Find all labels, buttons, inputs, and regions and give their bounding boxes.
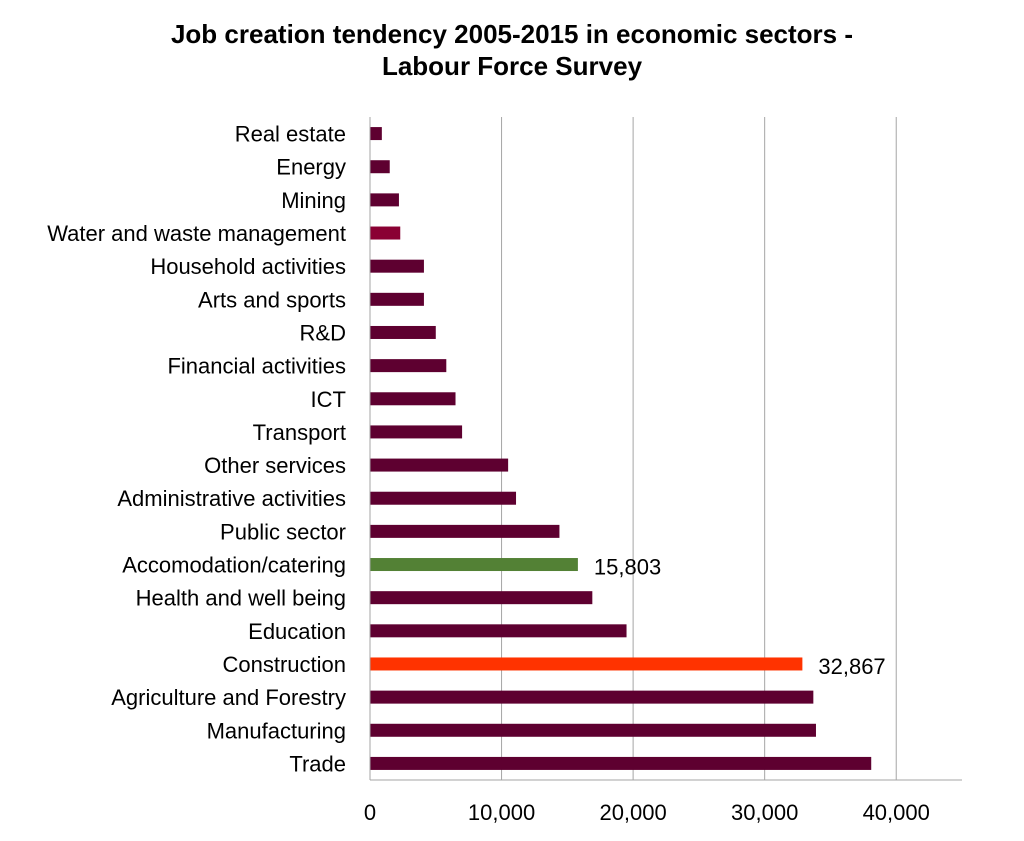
bar [370,624,627,638]
category-label: Financial activities [167,354,346,379]
bar [370,259,424,273]
x-tick-labels: 0 10,000 20,000 30,000 40,000 [364,800,930,825]
category-label: Other services [204,453,346,478]
category-label: Energy [276,155,346,180]
category-label: Household activities [150,254,346,279]
category-label: Arts and sports [198,287,346,312]
bar [370,325,436,339]
bar [370,226,401,240]
category-labels: Real estate Energy Mining Water and waste m… [47,122,346,777]
bar [370,491,517,505]
data-label: 15,803 [594,555,661,580]
x-tick-label: 40,000 [863,800,930,825]
category-label: Administrative activities [117,486,346,511]
data-labels: 15,803 32,867 [594,555,886,679]
category-label: Real estate [235,122,346,147]
bar [370,425,463,439]
chart-title-line-1: Job creation tendency 2005-2015 in econo… [170,19,854,49]
bar [370,723,816,737]
bar [370,756,872,770]
category-label: Mining [281,188,346,213]
bar [370,524,560,538]
category-label: ICT [311,387,346,412]
category-label: Public sector [220,519,346,544]
bar [370,558,578,572]
chart-title: Job creation tendency 2005-2015 in econo… [0,18,1024,82]
x-tick-label: 30,000 [731,800,798,825]
bar [370,657,803,671]
bar [370,458,509,472]
bar [370,392,456,406]
bars [370,127,872,770]
data-label: 32,867 [818,654,885,679]
category-label: Trade [289,751,346,776]
category-label: Water and waste management [47,221,346,246]
category-label: Construction [222,652,346,677]
category-label: Manufacturing [207,718,346,743]
bar [370,690,814,704]
category-label: Education [248,619,346,644]
category-label: R&D [300,320,346,345]
chart-title-line-2: Labour Force Survey [381,51,643,81]
bar [370,127,382,141]
bar [370,292,424,306]
bar [370,591,593,605]
bar [370,359,447,373]
category-label: Accomodation/catering [122,553,346,578]
gridlines [501,117,897,780]
x-axis [369,117,962,781]
category-label: Transport [253,420,346,445]
x-tick-label: 20,000 [599,800,666,825]
category-label: Agriculture and Forestry [111,685,346,710]
category-label: Health and well being [136,586,346,611]
bar [370,193,399,207]
x-tick-label: 10,000 [468,800,535,825]
x-tick-label: 0 [364,800,376,825]
bar [370,160,390,174]
